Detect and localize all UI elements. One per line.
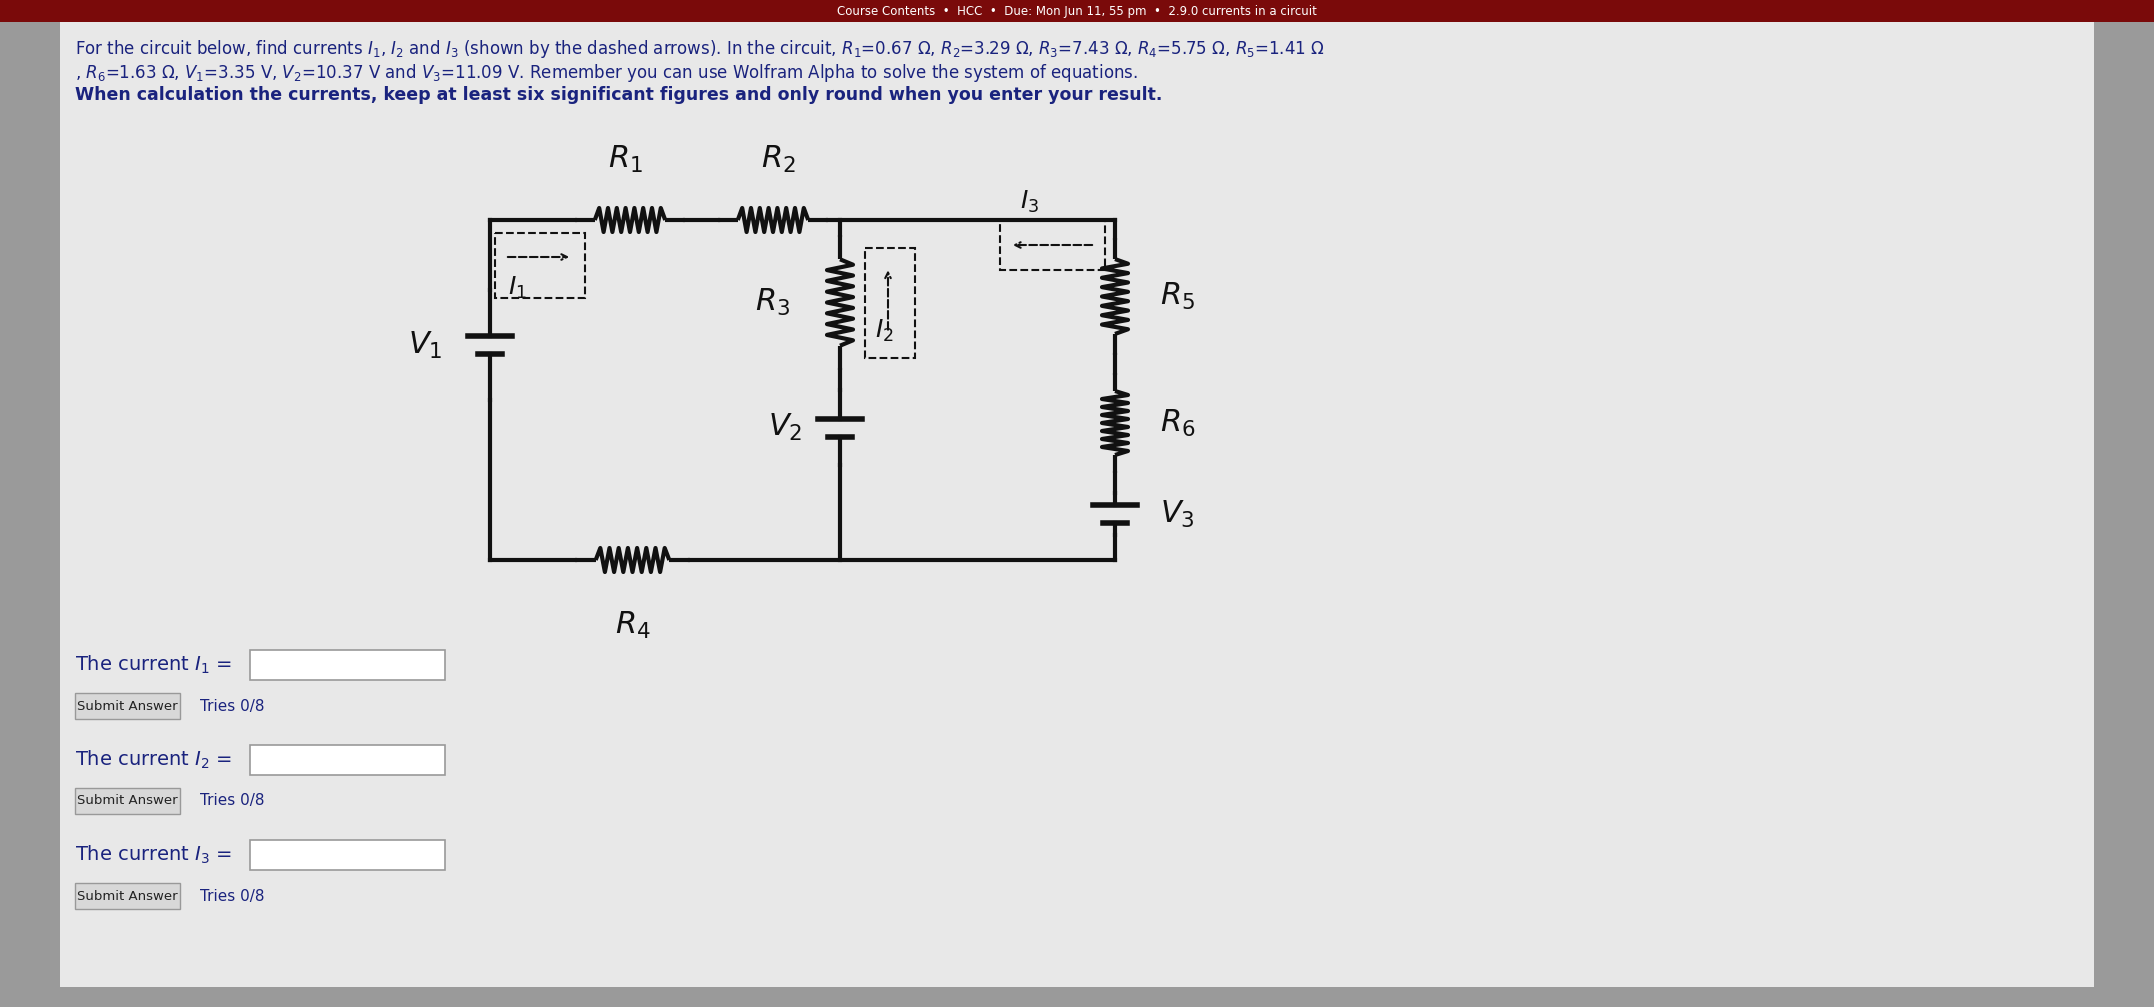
Text: For the circuit below, find currents $I_1$, $I_2$ and $I_3$ (shown by the dashed: For the circuit below, find currents $I_… xyxy=(75,38,1325,60)
Text: Tries 0/8: Tries 0/8 xyxy=(200,794,265,809)
Text: $V_3$: $V_3$ xyxy=(1161,498,1195,530)
Text: $R_5$: $R_5$ xyxy=(1161,281,1195,312)
Text: $V_2$: $V_2$ xyxy=(767,412,801,443)
Text: Submit Answer: Submit Answer xyxy=(78,700,177,713)
Text: When calculation the currents, keep at least six significant figures and only ro: When calculation the currents, keep at l… xyxy=(75,86,1163,104)
Text: $I_2$: $I_2$ xyxy=(875,317,894,343)
Bar xyxy=(0,0,2154,22)
Text: $R_3$: $R_3$ xyxy=(754,287,791,318)
Text: Submit Answer: Submit Answer xyxy=(78,795,177,808)
Bar xyxy=(495,233,586,297)
Bar xyxy=(75,788,181,814)
Bar xyxy=(250,650,446,680)
Text: Tries 0/8: Tries 0/8 xyxy=(200,699,265,714)
Bar xyxy=(250,840,446,870)
Text: $R_2$: $R_2$ xyxy=(760,144,795,175)
Text: The current $I_1$ =: The current $I_1$ = xyxy=(75,654,233,676)
Text: $R_1$: $R_1$ xyxy=(607,144,642,175)
Bar xyxy=(75,693,181,719)
Text: $I_1$: $I_1$ xyxy=(508,275,528,301)
Text: Tries 0/8: Tries 0/8 xyxy=(200,888,265,903)
Text: The current $I_2$ =: The current $I_2$ = xyxy=(75,749,233,771)
Text: $R_4$: $R_4$ xyxy=(614,610,651,641)
Text: , $R_6$=1.63 Ω, $V_1$=3.35 V, $V_2$=10.37 V and $V_3$=11.09 V. Remember you can : , $R_6$=1.63 Ω, $V_1$=3.35 V, $V_2$=10.3… xyxy=(75,62,1137,84)
Text: $I_3$: $I_3$ xyxy=(1021,188,1038,215)
Bar xyxy=(75,883,181,909)
Text: The current $I_3$ =: The current $I_3$ = xyxy=(75,844,233,866)
Bar xyxy=(250,745,446,775)
Bar xyxy=(866,248,915,357)
Bar xyxy=(999,220,1105,270)
Text: Submit Answer: Submit Answer xyxy=(78,889,177,902)
Text: $R_6$: $R_6$ xyxy=(1161,408,1195,439)
Text: $V_1$: $V_1$ xyxy=(407,329,442,361)
Text: Course Contents  •  HCC  •  Due: Mon Jun 11, 55 pm  •  2.9.0 currents in a circu: Course Contents • HCC • Due: Mon Jun 11,… xyxy=(838,4,1316,17)
